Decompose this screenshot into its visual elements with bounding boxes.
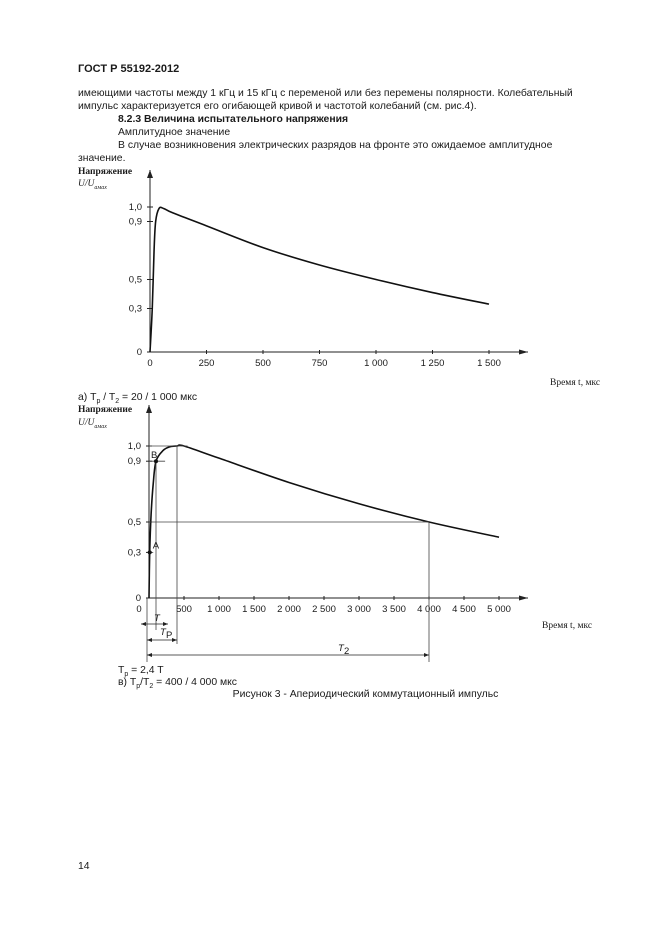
y-tick-label: 0 <box>136 593 141 604</box>
y-tick-label: 0,9 <box>128 456 141 467</box>
chart2-ylabel: Напряжение <box>78 405 133 415</box>
figure-caption: Рисунок 3 - Апериодический коммутационны… <box>232 689 499 700</box>
x-tick-label: 0 <box>147 358 152 369</box>
x-tick-label: 5 000 <box>487 604 511 615</box>
y-tick-label: 0,3 <box>128 547 141 558</box>
subheading: Амплитудное значение <box>118 127 231 138</box>
chart2-caption: в) Tp/T2 = 400 / 4 000 мкс <box>118 677 237 691</box>
standard-header: ГОСТ Р 55192-2012 <box>78 63 180 75</box>
x-tick-label: 1 500 <box>242 604 266 615</box>
x-tick-label: 500 <box>176 604 192 615</box>
point-label: A <box>153 540 160 551</box>
point-a <box>147 550 152 555</box>
T2-label: T <box>338 643 345 654</box>
point-b <box>154 459 158 464</box>
y-axis-arrow <box>146 405 152 413</box>
x-axis-arrow <box>519 595 528 601</box>
impulse-curve <box>148 444 500 599</box>
y-tick-label: 0,5 <box>129 275 142 286</box>
x-tick-label: 4 500 <box>452 604 476 615</box>
dimension-Tp-start <box>147 638 152 642</box>
x-tick-label: 2 000 <box>277 604 301 615</box>
chart1-caption: а) Tp / T2 = 20 / 1 000 мкс <box>78 392 198 406</box>
dimension-T2-start <box>147 653 152 657</box>
impulse-curve <box>149 206 490 353</box>
x-axis-arrow <box>519 349 528 355</box>
dimension-T2-end <box>424 653 429 657</box>
x-tick-label: 500 <box>255 358 271 369</box>
T-label: T <box>154 613 161 624</box>
paragraph-line: значение. <box>78 153 126 164</box>
x-tick-label: 1 500 <box>477 358 501 369</box>
Tp-label: T <box>160 627 167 638</box>
paragraph-line: В случае возникновения электрических раз… <box>118 140 553 151</box>
chart1-ylabel: Напряжение <box>78 167 133 177</box>
y-tick-label: 0,9 <box>129 217 142 228</box>
section-heading: 8.2.3 Величина испытательного напряжения <box>118 114 349 125</box>
x-tick-label: 3 500 <box>382 604 406 615</box>
dimension-T-end <box>163 622 168 626</box>
x-tick-label: 1 000 <box>364 358 388 369</box>
tp-note: Tp = 2,4 T <box>118 665 164 679</box>
y-tick-label: 0 <box>137 347 142 358</box>
page-number: 14 <box>78 861 90 872</box>
paragraph-line: импульс характеризуется его огибающей кр… <box>78 101 477 112</box>
y-tick-label: 1,0 <box>129 202 142 213</box>
dimension-Tp-end <box>172 638 177 642</box>
T2-subscript: 2 <box>344 646 349 657</box>
chart1-xlabel: Время t, мкс <box>550 378 601 388</box>
chart1-ylabel-unit: U/Uамах <box>78 179 107 191</box>
x-tick-label: 750 <box>312 358 328 369</box>
x-tick-label: 2 500 <box>312 604 336 615</box>
y-tick-label: 0,3 <box>129 304 142 315</box>
chart2-ylabel-unit: U/Uамах <box>78 418 107 430</box>
y-tick-label: 1,0 <box>128 441 141 452</box>
x-tick-label: 250 <box>199 358 215 369</box>
chart2-xlabel: Время t, мкс <box>542 621 593 631</box>
x-tick-label: 1 250 <box>421 358 445 369</box>
y-tick-label: 0,5 <box>128 517 141 528</box>
paragraph-line: имеющими частоты между 1 кГц и 15 кГц с … <box>78 88 573 99</box>
x-tick-label: 0 <box>136 604 141 615</box>
Tp-subscript: P <box>166 630 172 641</box>
x-tick-label: 1 000 <box>207 604 231 615</box>
x-tick-label: 3 000 <box>347 604 371 615</box>
y-axis-arrow <box>147 170 153 178</box>
dimension-T-start <box>141 622 146 626</box>
point-label: B <box>151 450 157 461</box>
